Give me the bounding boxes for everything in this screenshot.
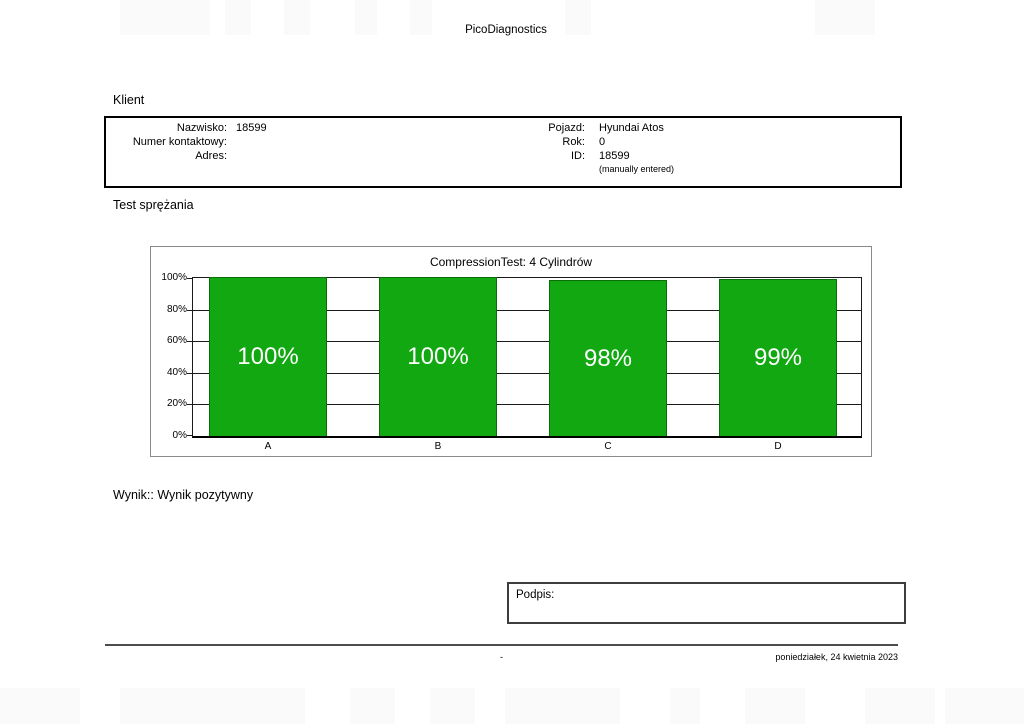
- signature-box: Podpis:: [507, 582, 906, 624]
- result-value: Wynik pozytywny: [157, 488, 254, 502]
- field-label: Pojazd:: [548, 122, 585, 134]
- y-axis-label-0: 0%: [172, 430, 187, 441]
- chart-title: CompressionTest: 4 Cylindrów: [429, 255, 593, 269]
- bar-value-label: 100%: [237, 343, 299, 370]
- y-axis-label-80: 80%: [166, 303, 187, 315]
- y-axis-label-40: 40%: [166, 366, 187, 378]
- y-tick-100: [187, 278, 193, 279]
- chart-plot-area: 100% 100% 98% 99%: [187, 277, 862, 438]
- footer-rule: [105, 644, 898, 646]
- compression-test-chart: CompressionTest: 4 Cylindrów 0% 20% 40% 60%…: [150, 246, 872, 457]
- client-field-note-row: (manually entered): [486, 163, 674, 176]
- field-value: Hyundai Atos: [599, 122, 664, 134]
- y-tick-60: [187, 341, 193, 343]
- field-value: 18599: [599, 150, 630, 162]
- signature-label: Podpis:: [516, 589, 555, 601]
- page-edge-artifact: [120, 0, 210, 35]
- client-field-contact: Numer kontaktowy:: [106, 135, 267, 149]
- page-edge-artifact: [430, 688, 475, 724]
- bar-A: 100%: [209, 277, 327, 436]
- page-edge-artifact: [815, 0, 875, 35]
- client-fields-left: Nazwisko: 18599 Numer kontaktowy: Adres:: [106, 121, 267, 163]
- client-field-year: Rok: 0: [486, 135, 674, 149]
- y-axis-label-60: 60%: [166, 335, 187, 347]
- field-label: Nazwisko:: [176, 122, 227, 134]
- bar-B: 100%: [379, 277, 497, 436]
- field-value: 0: [599, 136, 606, 148]
- bar-C: 98%: [549, 280, 667, 436]
- y-axis-label-100: 100%: [161, 272, 187, 283]
- bar-value-label: 98%: [583, 344, 633, 372]
- result-line: Wynik:: Wynik pozytywny: [113, 488, 253, 502]
- page-edge-artifact: [410, 0, 432, 35]
- page-edge-artifact: [505, 688, 620, 724]
- client-fields-right: Pojazd: Hyundai Atos Rok: 0 ID: 18599 (m…: [486, 121, 674, 176]
- client-field-id: ID: 18599: [486, 149, 674, 163]
- page-edge-artifact: [120, 688, 305, 724]
- field-label: [486, 163, 585, 176]
- gridline-80: [193, 309, 861, 311]
- field-value: 18599: [236, 122, 267, 134]
- field-label: Numer kontaktowy:: [132, 136, 227, 148]
- bar-D: 99%: [719, 278, 837, 436]
- field-label: ID:: [570, 150, 585, 162]
- result-label: Wynik::: [113, 488, 154, 502]
- page-edge-artifact: [355, 0, 377, 35]
- chart-y-axis-labels: 0% 20% 40% 60% 80% 100%: [151, 272, 187, 441]
- footer-date: poniedziałek, 24 kwietnia 2023: [775, 652, 898, 662]
- page-edge-artifact: [350, 688, 395, 724]
- x-axis-label-B: B: [434, 441, 442, 452]
- bar-value-label: 100%: [407, 343, 469, 370]
- y-tick-80: [187, 309, 193, 311]
- page-edge-artifact: [945, 688, 1024, 724]
- gridline-60: [193, 341, 861, 343]
- manually-entered-note: (manually entered): [599, 164, 675, 174]
- y-tick-40: [187, 372, 193, 374]
- page-edge-artifact: [865, 688, 935, 724]
- client-field-name: Nazwisko: 18599: [106, 121, 267, 135]
- page-edge-artifact: [0, 688, 80, 724]
- gridline-40: [193, 372, 861, 374]
- gridline-20: [193, 404, 861, 406]
- y-tick-0: [187, 435, 193, 436]
- test-section-heading: Test sprężania: [113, 198, 194, 212]
- client-info-box: Nazwisko: 18599 Numer kontaktowy: Adres:…: [104, 116, 902, 188]
- report-title: PicoDiagnostics: [465, 24, 547, 36]
- client-section-heading: Klient: [113, 93, 145, 107]
- client-field-address: Adres:: [106, 149, 267, 163]
- y-tick-20: [187, 404, 193, 406]
- bar-value-label: 99%: [753, 343, 803, 371]
- client-field-vehicle: Pojazd: Hyundai Atos: [486, 121, 674, 135]
- page-edge-artifact: [565, 0, 591, 35]
- page-edge-artifact: [745, 688, 805, 724]
- footer-page-marker: -: [500, 652, 503, 662]
- page-edge-artifact: [670, 688, 700, 724]
- x-axis-label-A: A: [264, 441, 272, 452]
- chart-x-axis-labels: A B C D: [192, 441, 862, 455]
- field-label: Adres:: [195, 150, 227, 162]
- page-edge-artifact: [284, 0, 310, 35]
- x-axis-label-C: C: [604, 441, 612, 452]
- y-axis-label-20: 20%: [166, 398, 187, 410]
- field-label: Rok:: [562, 136, 585, 148]
- x-axis-label-D: D: [774, 441, 782, 452]
- page-edge-artifact: [225, 0, 251, 35]
